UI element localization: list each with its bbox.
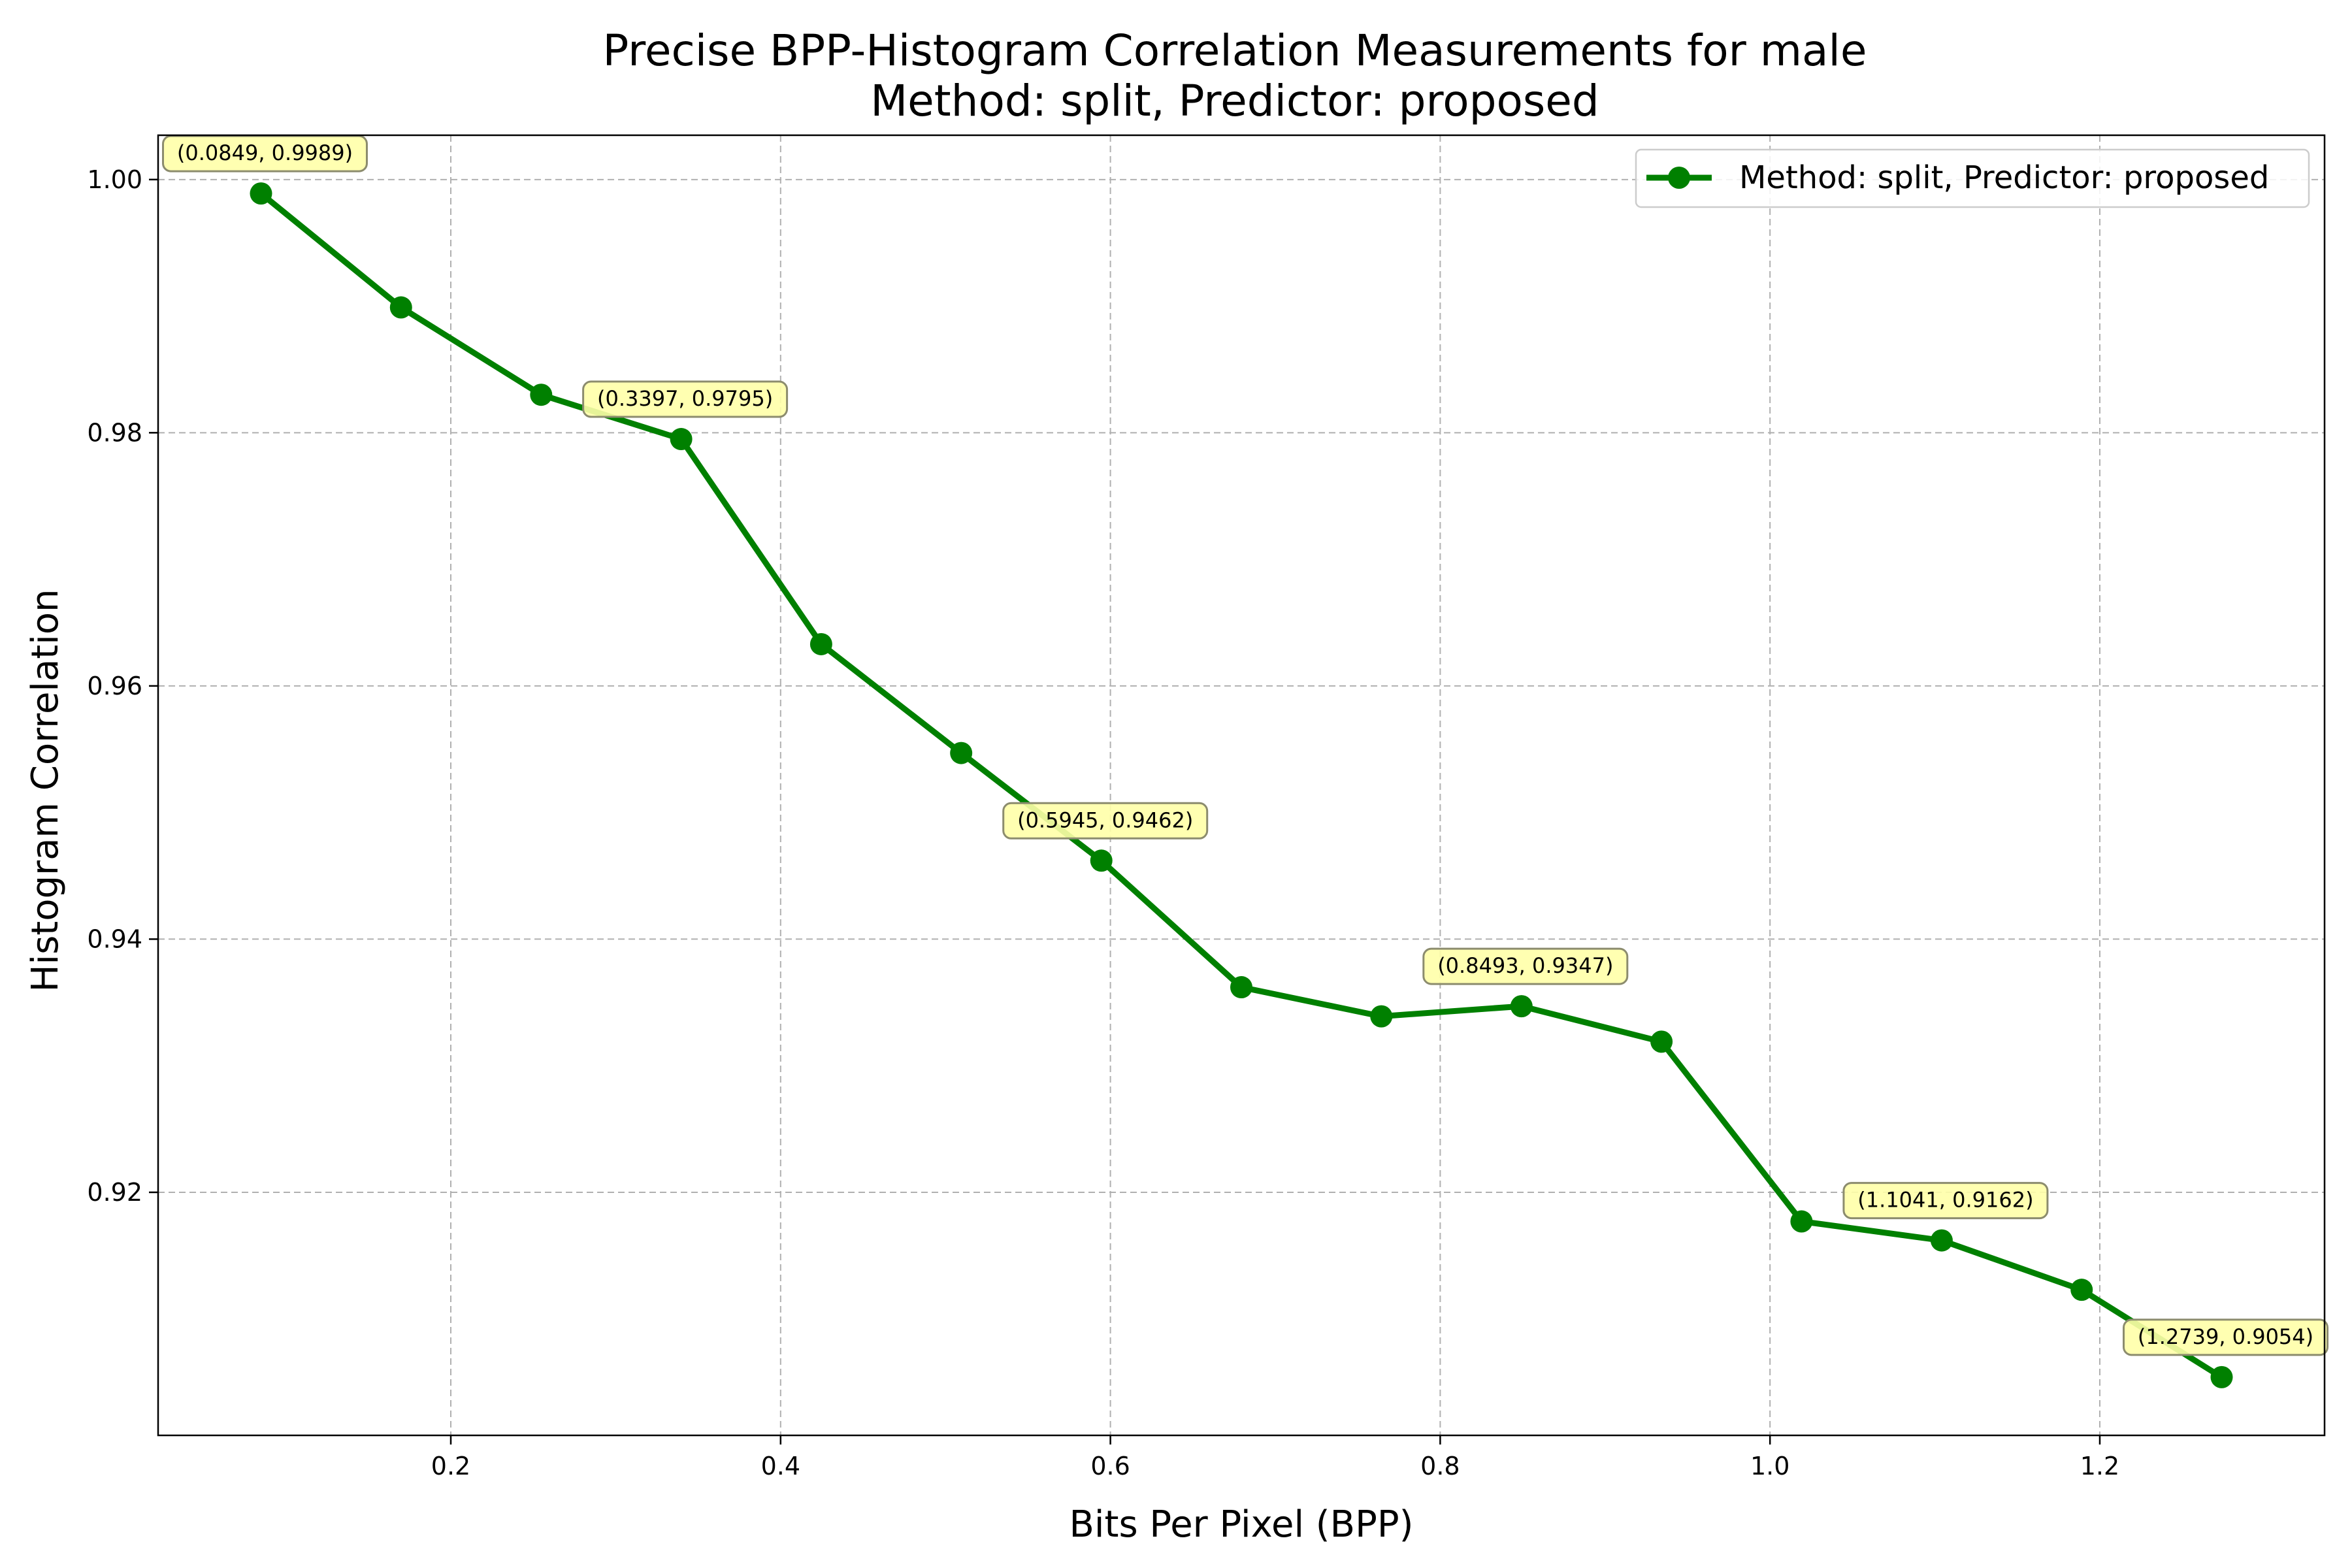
data-point (809, 632, 832, 655)
x-axis-label: Bits Per Pixel (BPP) (1070, 1503, 1414, 1546)
y-tick-label: 0.92 (87, 1178, 142, 1207)
annotation-label: (0.8493, 0.9347) (1437, 953, 1613, 978)
legend-marker-swatch (1668, 167, 1690, 189)
data-point (950, 742, 973, 764)
data-point (1650, 1030, 1673, 1053)
axis-ticks: 0.2 0.4 0.6 0.8 1.0 1.2 0.92 0.94 0.96 0.98 1.00 (87, 165, 2119, 1480)
y-axis-label: Histogram Correlation (24, 589, 67, 992)
chart-title: Precise BPP-Histogram Correlation Measur… (603, 25, 1867, 76)
x-tick-label: 1.0 (1750, 1452, 1789, 1480)
annotation-box (1422, 947, 1629, 985)
annotation-label: (0.5945, 0.9462) (1017, 808, 1193, 832)
x-tick-label: 0.2 (431, 1452, 470, 1480)
legend: Method: split, Predictor: proposed (1635, 148, 2310, 208)
y-tick-label: 1.00 (87, 165, 142, 194)
y-tick-label: 0.94 (87, 924, 142, 953)
data-point (389, 296, 412, 319)
annotation-box (2123, 1318, 2329, 1356)
plot-frame (157, 134, 2326, 1437)
annotation-label: (1.2739, 0.9054) (2138, 1324, 2313, 1349)
annotation-label: (0.0849, 0.9989) (177, 140, 353, 165)
chart-subtitle: Method: split, Predictor: proposed (870, 76, 1599, 126)
annotation-label: (0.3397, 0.9795) (597, 386, 773, 411)
grid (158, 135, 2325, 1435)
data-point (670, 428, 693, 451)
legend-frame (1635, 148, 2310, 208)
legend-entry-label: Method: split, Predictor: proposed (1739, 159, 2269, 196)
data-point (250, 182, 272, 205)
data-point (530, 384, 553, 406)
data-point (1370, 1005, 1393, 1028)
data-point (1230, 976, 1252, 999)
x-tick-label: 0.4 (761, 1452, 800, 1480)
data-point (1090, 849, 1113, 872)
annotation-box (1002, 802, 1209, 840)
x-tick-label: 0.8 (1420, 1452, 1460, 1480)
annotation-box (582, 380, 789, 418)
annotation-box (1842, 1182, 2049, 1220)
annotation-label: (1.1041, 0.9162) (1857, 1188, 2033, 1213)
data-point (2070, 1279, 2093, 1301)
data-point (1510, 995, 1533, 1018)
data-point (1930, 1229, 1953, 1252)
x-tick-label: 0.6 (1090, 1452, 1130, 1480)
data-point (2210, 1365, 2233, 1388)
y-tick-label: 0.98 (87, 418, 142, 447)
x-tick-label: 1.2 (2080, 1452, 2119, 1480)
y-tick-label: 0.96 (87, 672, 142, 700)
data-point (1790, 1210, 1813, 1233)
annotations-layer: (0.0849, 0.9989) (0.3397, 0.9795) (0.5945,… (161, 135, 2329, 1356)
